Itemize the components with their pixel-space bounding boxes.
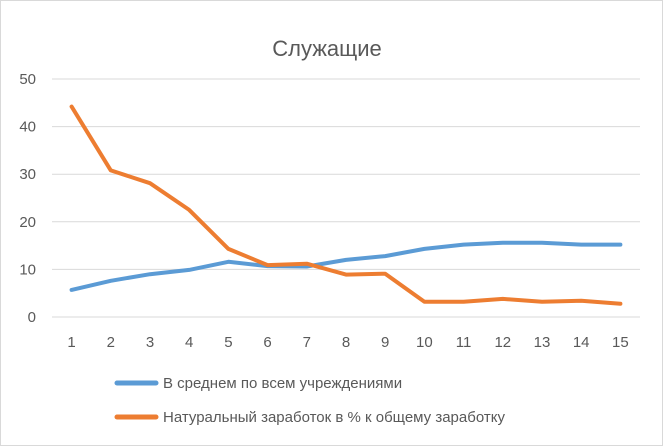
y-tick-label: 10 [19, 261, 36, 278]
x-tick-label: 1 [67, 334, 75, 351]
x-tick-label: 8 [342, 334, 350, 351]
x-tick-label: 11 [456, 334, 472, 351]
x-axis-ticks: 1 2 3 4 5 6 7 8 9 10 11 12 13 14 15 [67, 334, 628, 351]
x-tick-label: 5 [224, 334, 232, 351]
x-tick-label: 13 [534, 334, 551, 351]
x-tick-label: 12 [494, 334, 511, 351]
legend-label-series-1: В среднем по всем учреждениями [163, 375, 402, 392]
series-line-1 [69, 240, 623, 292]
y-tick-label: 40 [19, 119, 36, 136]
x-tick-label: 7 [303, 334, 311, 351]
x-tick-label: 9 [381, 334, 389, 351]
y-tick-label: 0 [28, 309, 36, 326]
x-tick-label: 15 [612, 334, 629, 351]
y-tick-label: 50 [19, 71, 36, 88]
chart-title: Служащие [272, 36, 382, 61]
x-tick-label: 4 [185, 334, 193, 351]
series-lines [69, 104, 623, 306]
x-tick-label: 2 [107, 334, 115, 351]
legend-label-series-2: Натуральный заработок в % к общему зараб… [163, 409, 505, 426]
x-tick-label: 6 [263, 334, 271, 351]
y-axis-ticks: 0 10 20 30 40 50 [19, 71, 36, 326]
x-tick-label: 14 [573, 334, 590, 351]
gridlines [52, 78, 640, 318]
y-tick-label: 20 [19, 214, 36, 231]
legend: В среднем по всем учреждениями Натуральн… [114, 375, 505, 426]
x-tick-label: 10 [416, 334, 433, 351]
x-tick-label: 3 [146, 334, 154, 351]
y-tick-label: 30 [19, 166, 36, 183]
